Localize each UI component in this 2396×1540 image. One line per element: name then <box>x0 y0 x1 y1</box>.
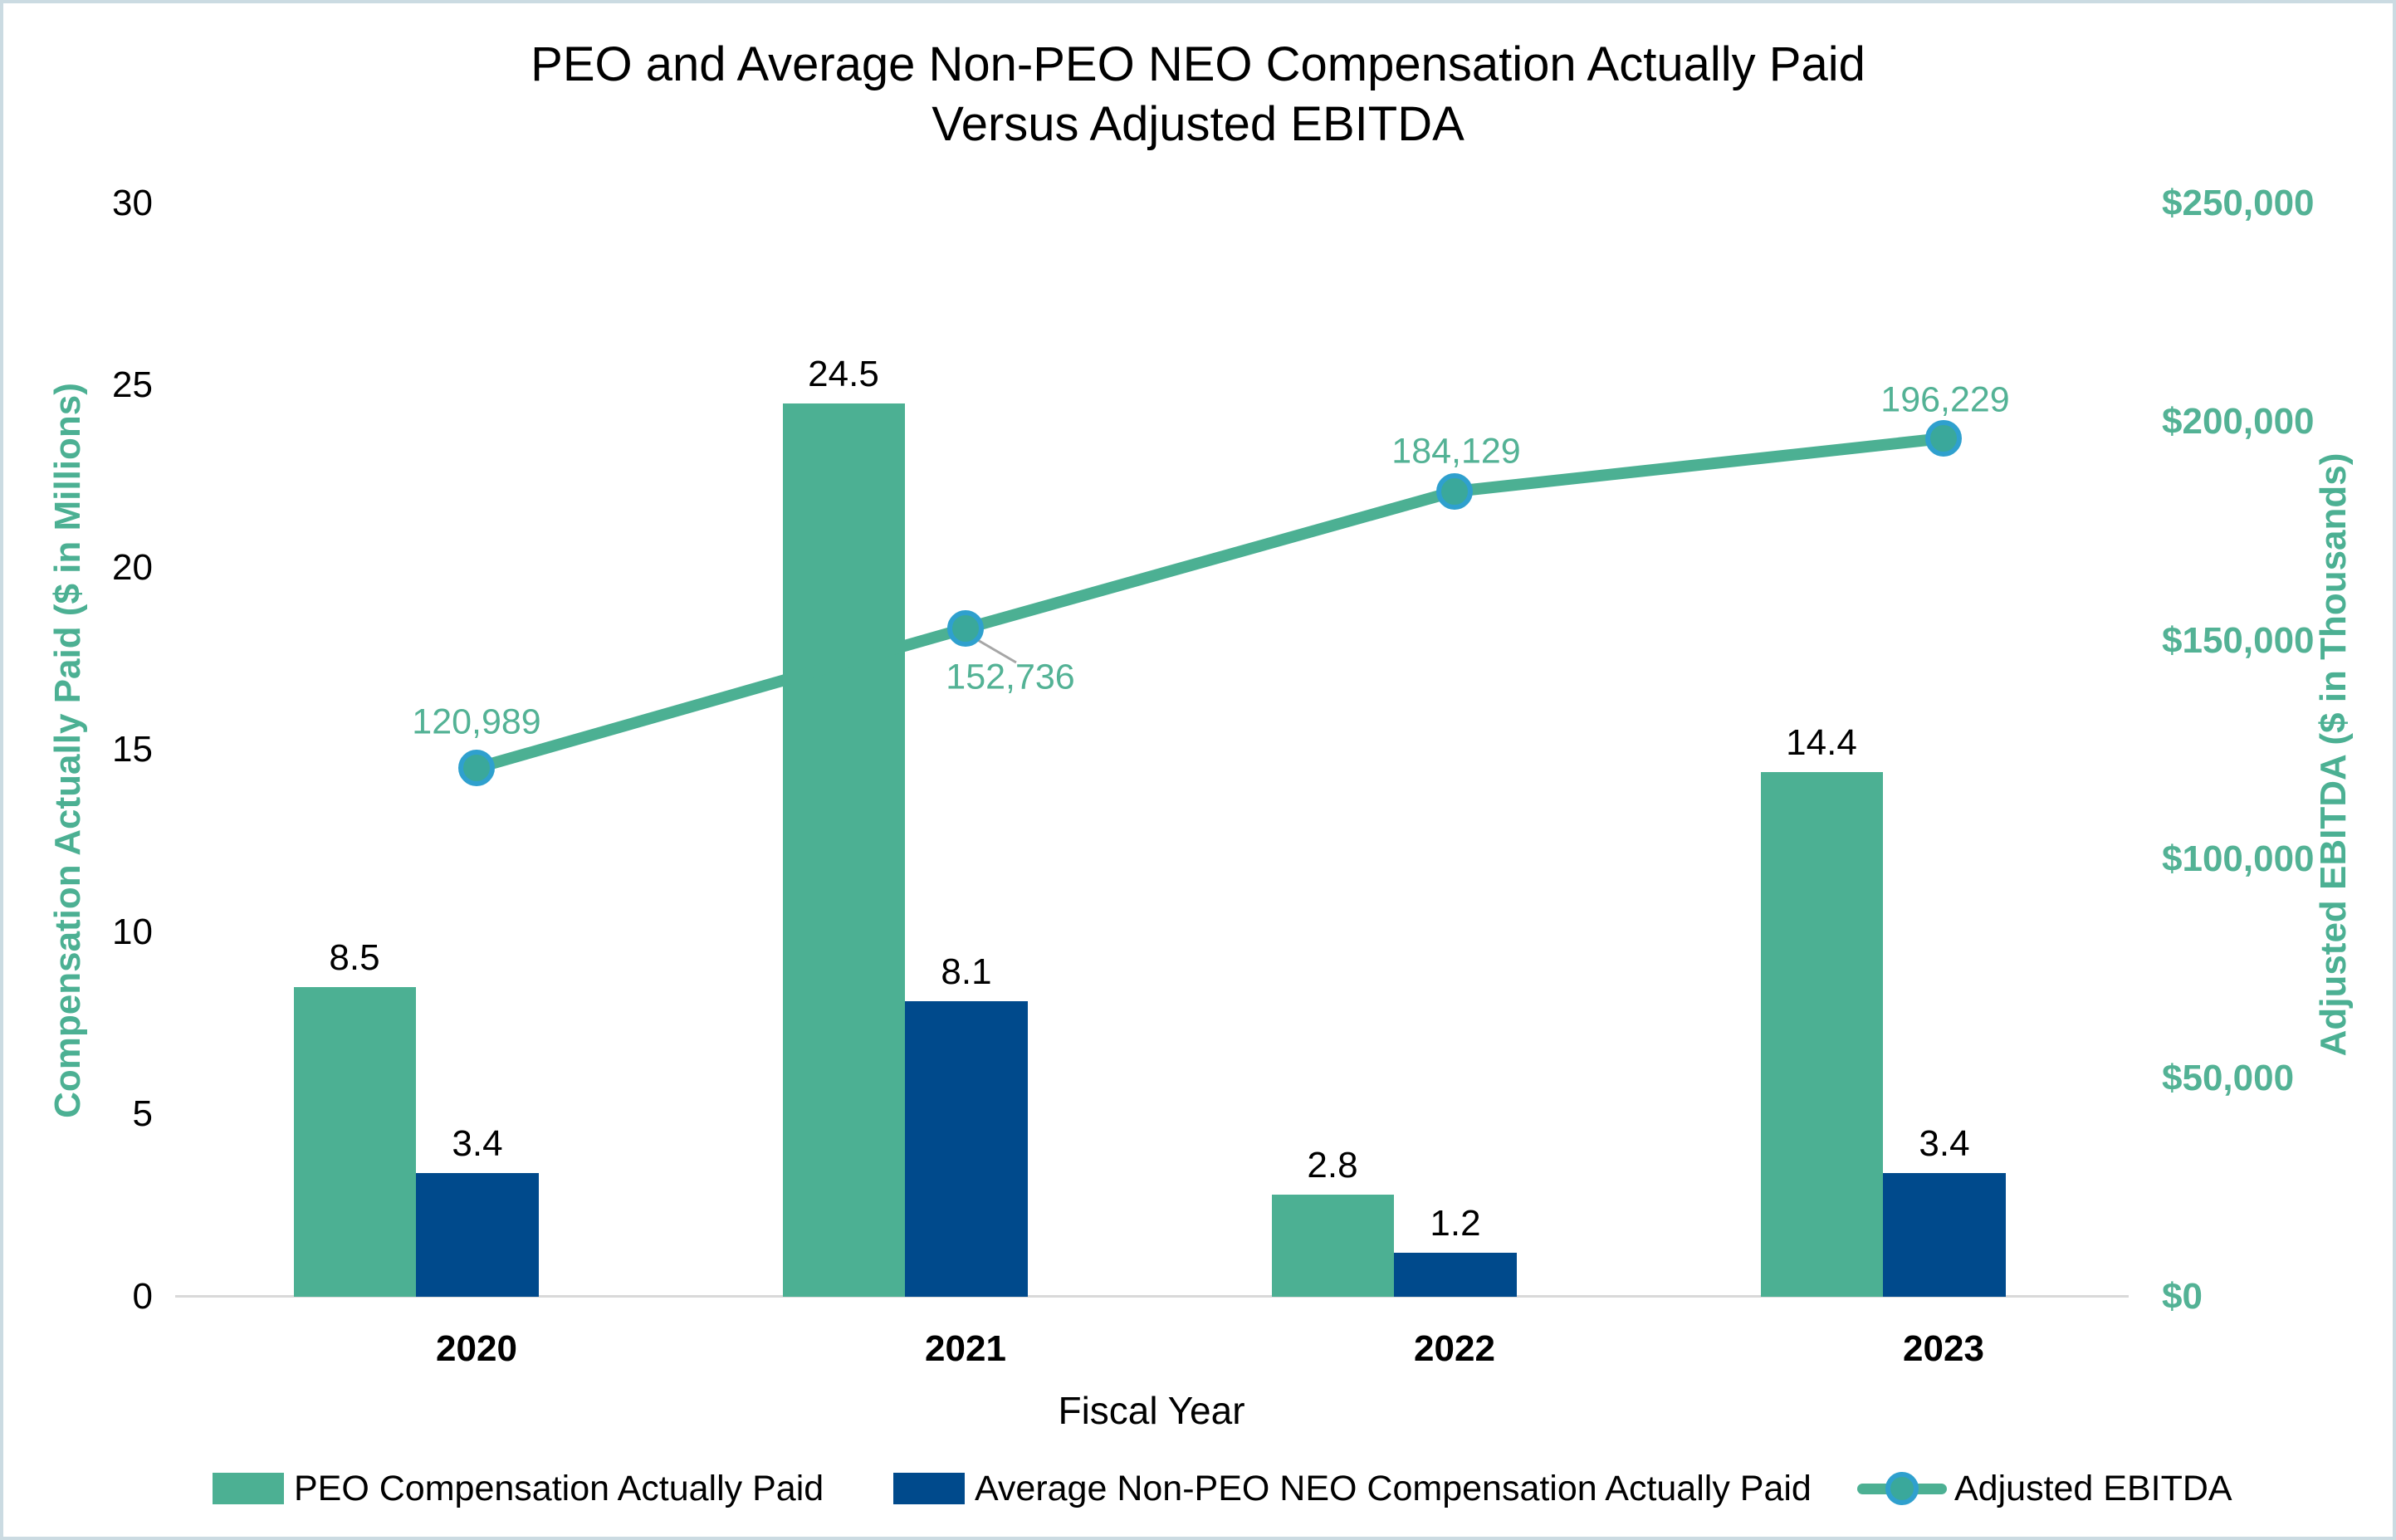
legend-swatch-nonpeo <box>893 1473 965 1504</box>
ebitda-marker-2020 <box>458 750 495 786</box>
left-axis-tick-25: 25 <box>112 364 153 405</box>
x-axis-title: Fiscal Year <box>1058 1389 1245 1432</box>
left-axis-tick-10: 10 <box>112 912 153 952</box>
left-axis-tick-5: 5 <box>132 1093 153 1134</box>
chart-title-line-2: Versus Adjusted EBITDA <box>932 97 1464 151</box>
bar-value-nonpeo-2021: 8.1 <box>941 951 992 992</box>
x-tick-2022: 2022 <box>1414 1328 1495 1369</box>
legend-label-ebitda: Adjusted EBITDA <box>1954 1469 2232 1508</box>
right-axis-tick-50000: $50,000 <box>2162 1058 2295 1098</box>
bar-value-peo-2021: 24.5 <box>808 354 879 394</box>
ebitda-value-2021: 152,736 <box>946 657 1075 697</box>
bar-peo-2021 <box>783 403 905 1297</box>
x-tick-2021: 2021 <box>925 1328 1006 1369</box>
x-axis-line <box>175 1295 2129 1298</box>
ebitda-value-2020: 120,989 <box>412 702 541 742</box>
bar-nonpeo-2022 <box>1394 1253 1517 1297</box>
bar-peo-2023 <box>1761 772 1883 1297</box>
ebitda-marker-2021 <box>947 610 984 647</box>
bar-nonpeo-2020 <box>416 1173 539 1297</box>
bar-value-nonpeo-2020: 3.4 <box>452 1123 503 1164</box>
bar-nonpeo-2021 <box>905 1001 1028 1297</box>
bar-value-nonpeo-2022: 1.2 <box>1430 1203 1481 1244</box>
ebitda-line-layer <box>458 420 1962 786</box>
right-axis-tick-200000: $200,000 <box>2162 401 2315 442</box>
bar-value-peo-2022: 2.8 <box>1307 1145 1358 1186</box>
right-axis-tick-250000: $250,000 <box>2162 183 2315 223</box>
bar-value-peo-2020: 8.5 <box>329 937 380 978</box>
ebitda-value-2023: 196,229 <box>1880 379 2010 420</box>
legend-swatch-peo <box>213 1473 284 1504</box>
legend-marker-ebitda <box>1885 1472 1919 1505</box>
chart-title-line-1: PEO and Average Non-PEO NEO Compensation… <box>531 37 1865 91</box>
left-axis-tick-30: 30 <box>112 183 153 223</box>
bar-value-nonpeo-2023: 3.4 <box>1919 1123 1970 1164</box>
x-tick-2023: 2023 <box>1903 1328 1984 1369</box>
left-axis-tick-20: 20 <box>112 547 153 588</box>
bar-value-peo-2023: 14.4 <box>1786 722 1857 763</box>
ebitda-marker-2023 <box>1925 420 1962 457</box>
ebitda-line <box>475 433 1944 774</box>
bar-peo-2022 <box>1272 1195 1394 1297</box>
bar-peo-2020 <box>294 987 416 1297</box>
ebitda-value-2022: 184,129 <box>1391 431 1521 472</box>
legend-label-nonpeo: Average Non-PEO NEO Compensation Actuall… <box>975 1469 1812 1508</box>
left-axis-tick-0: 0 <box>132 1276 153 1317</box>
bar-nonpeo-2023 <box>1883 1173 2006 1297</box>
legend-label-peo: PEO Compensation Actually Paid <box>294 1469 824 1508</box>
right-axis-tick-150000: $150,000 <box>2162 620 2315 661</box>
right-axis-title: Adjusted EBITDA ($ in Thousands) <box>2313 452 2354 1057</box>
right-axis-tick-0: $0 <box>2162 1276 2203 1317</box>
x-tick-2020: 2020 <box>436 1328 517 1369</box>
right-axis-tick-100000: $100,000 <box>2162 838 2315 879</box>
ebitda-marker-2022 <box>1436 473 1473 510</box>
left-axis-title: Compensation Actually Paid ($ in Million… <box>47 383 88 1118</box>
left-axis-tick-15: 15 <box>112 729 153 770</box>
